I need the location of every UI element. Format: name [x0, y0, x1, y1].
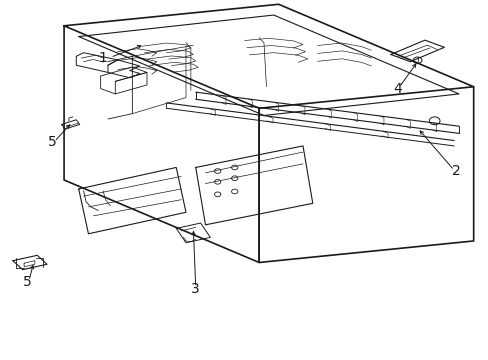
Text: 3: 3 — [191, 282, 200, 296]
Text: 5: 5 — [23, 275, 32, 289]
Text: 1: 1 — [99, 51, 107, 65]
Text: 4: 4 — [393, 82, 402, 95]
Text: 2: 2 — [451, 164, 460, 178]
Text: 5: 5 — [47, 135, 56, 149]
